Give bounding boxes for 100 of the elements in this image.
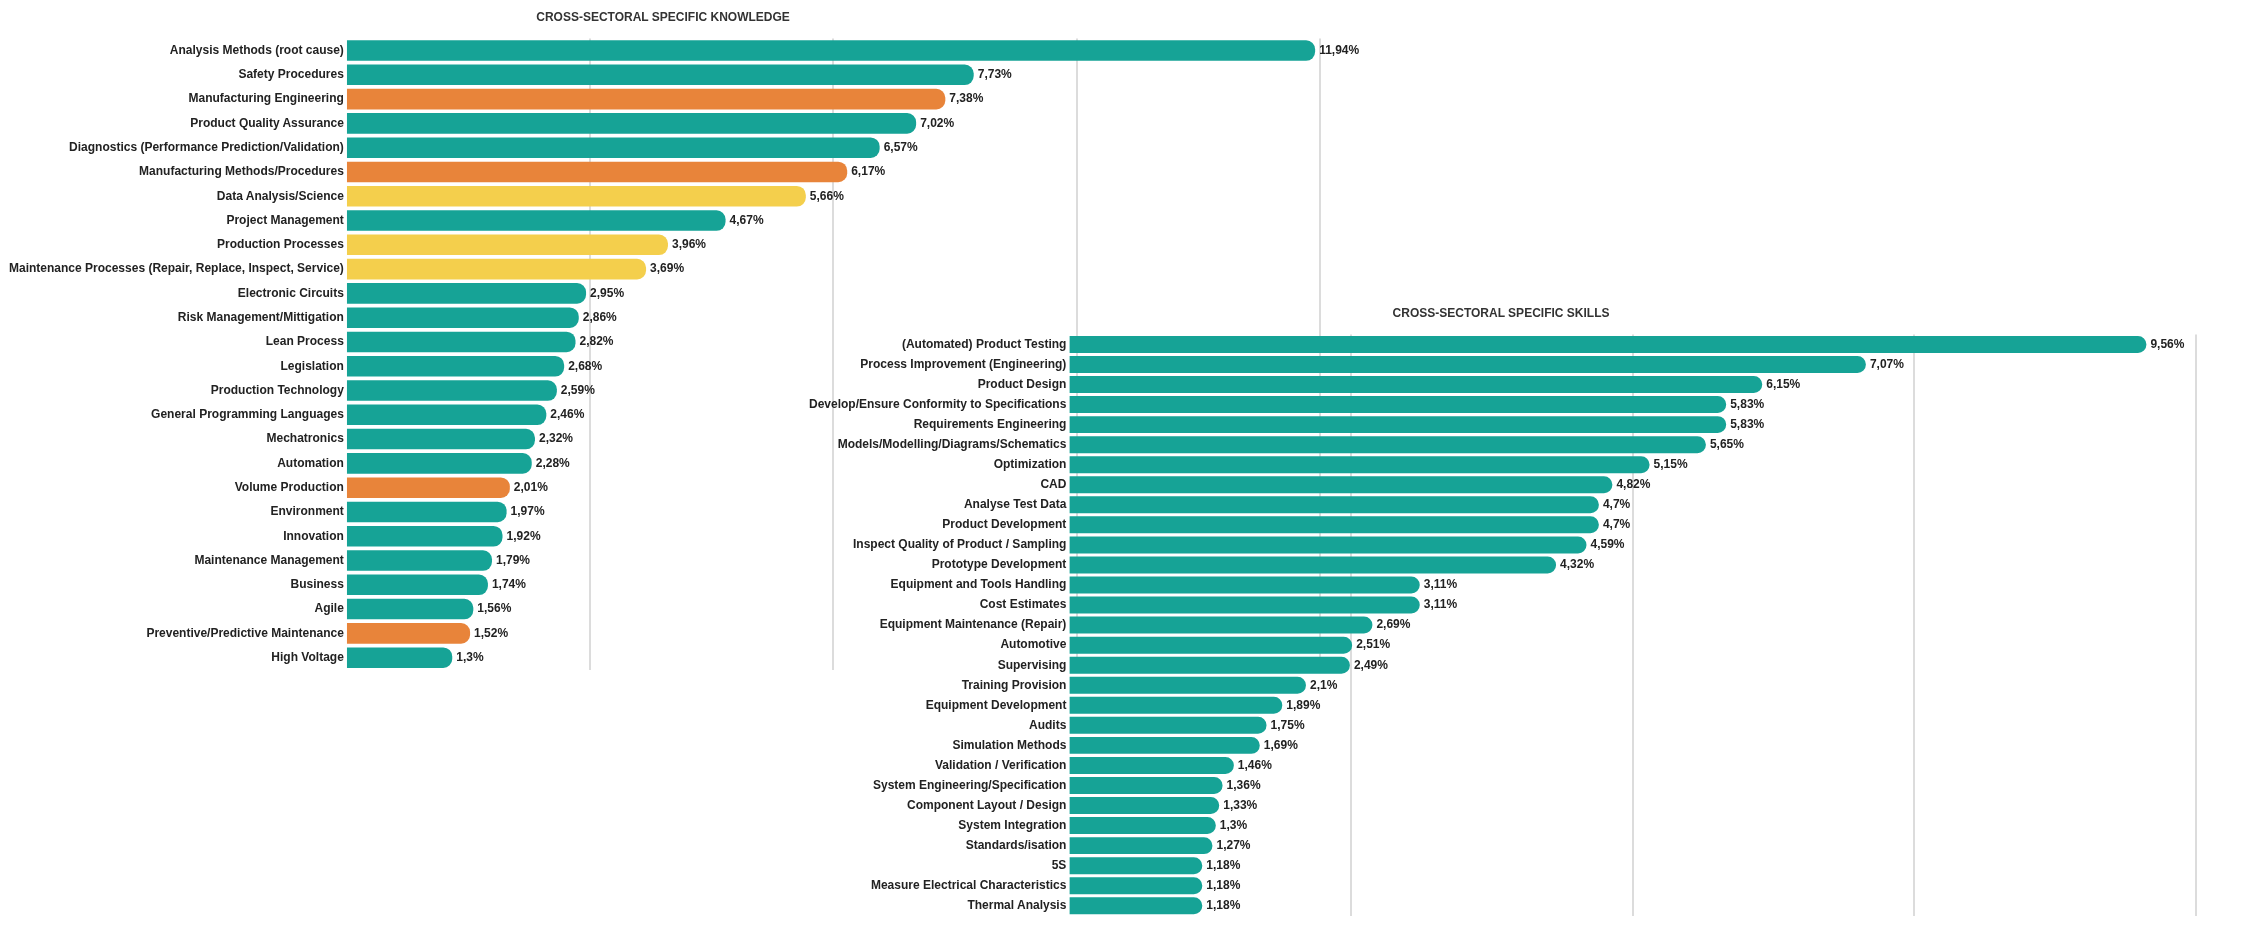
data-label: 1,52% [474, 625, 509, 640]
y-tick-label: Equipment Maintenance (Repair) [879, 617, 1067, 632]
y-tick-label: Manufacturing Methods/Procedures [139, 164, 345, 179]
bar [346, 113, 917, 134]
data-label: 6,15% [1766, 376, 1801, 391]
y-tick-label: Preventive/Predictive Maintenance [146, 625, 345, 640]
bar [346, 355, 565, 377]
data-label: 5,65% [1709, 436, 1745, 451]
data-label: 5,66% [809, 188, 845, 203]
y-tick-label: Lean Process [265, 334, 345, 349]
data-label: 1,79% [495, 552, 531, 567]
data-label: 4,82% [1616, 477, 1651, 492]
bar [1069, 476, 1613, 494]
y-tick-label: Manufacturing Engineering [188, 91, 344, 106]
data-label: 2,28% [535, 455, 571, 470]
data-label: 2,1% [1309, 677, 1338, 692]
data-label: 2,49% [1353, 657, 1389, 672]
chart-title: CROSS-SECTORAL SPECIFIC SKILLS [1392, 305, 1610, 320]
data-label: 1,36% [1226, 777, 1261, 792]
bar [1069, 696, 1283, 714]
bar [1069, 716, 1267, 734]
y-tick-label: Safety Procedures [238, 67, 345, 82]
bar [346, 161, 848, 183]
data-label: 1,3% [456, 649, 484, 664]
data-label: 2,51% [1356, 637, 1391, 652]
y-tick-label: Legislation [280, 358, 344, 373]
y-tick-label: Supervising [997, 657, 1067, 672]
y-tick-label: Automotive [1000, 637, 1067, 652]
y-tick-label: Measure Electrical Characteristics [870, 878, 1067, 893]
data-label: 6,17% [851, 164, 886, 179]
data-label: 7,07% [1869, 356, 1905, 371]
y-tick-label: Environment [270, 504, 344, 519]
bar [1069, 536, 1587, 554]
bar [1069, 556, 1557, 574]
chart-title: CROSS-SECTORAL SPECIFIC KNOWLEDGE [536, 9, 790, 24]
bar [346, 647, 453, 668]
bar [346, 623, 471, 644]
y-tick-label: Analyse Test Data [963, 497, 1067, 512]
data-label: 1,18% [1206, 898, 1241, 913]
y-tick-label: Electronic Circuits [237, 285, 345, 300]
bar [1069, 376, 1763, 394]
data-label: 2,01% [513, 479, 549, 494]
data-label: 1,3% [1219, 817, 1248, 832]
y-tick-label: Training Provision [961, 677, 1067, 692]
bar [1069, 636, 1353, 654]
bar [1069, 797, 1220, 815]
y-tick-label: Product Design [977, 376, 1067, 391]
data-label: 7,38% [949, 91, 984, 106]
data-label: 1,75% [1270, 717, 1305, 732]
y-tick-label: System Integration [958, 817, 1067, 832]
bar [1069, 857, 1203, 875]
y-tick-label: Automation [277, 455, 344, 470]
bar [346, 234, 668, 256]
y-tick-label: Models/Modelling/Diagrams/Schematics [837, 436, 1067, 451]
y-tick-label: Data Analysis/Science [216, 188, 345, 203]
y-tick-label: Simulation Methods [952, 737, 1067, 752]
data-label: 1,56% [477, 601, 512, 616]
y-tick-label: Requirements Engineering [913, 416, 1067, 431]
data-label: 4,7% [1602, 517, 1631, 532]
bar [1069, 335, 2147, 353]
y-tick-label: Product Quality Assurance [190, 115, 345, 130]
bar [1069, 656, 1350, 674]
y-tick-label: Validation / Verification [935, 757, 1067, 772]
bar [346, 453, 532, 474]
bar [346, 307, 579, 328]
data-label: 7,02% [920, 115, 955, 130]
data-label: 5,83% [1730, 396, 1765, 411]
y-tick-label: Equipment and Tools Handling [890, 577, 1067, 592]
data-label: 4,67% [729, 212, 764, 227]
data-label: 2,82% [579, 334, 614, 349]
bar [1069, 897, 1203, 915]
bar [1069, 456, 1650, 474]
y-tick-label: System Engineering/Specification [872, 777, 1067, 792]
data-label: 3,11% [1423, 577, 1458, 592]
data-label: 2,95% [590, 285, 625, 300]
y-tick-label: Maintenance Management [194, 552, 344, 567]
y-tick-label: Product Development [942, 517, 1067, 532]
bar [1069, 355, 1866, 373]
y-tick-label: Analysis Methods (root cause) [169, 42, 344, 57]
data-label: 4,32% [1560, 557, 1595, 572]
data-label: 1,27% [1216, 837, 1251, 852]
data-label: 3,69% [650, 261, 685, 276]
data-label: 2,69% [1376, 617, 1411, 632]
y-tick-label: High Voltage [271, 649, 345, 664]
y-tick-label: Develop/Ensure Conformity to Specifications [808, 396, 1067, 411]
y-tick-label: Production Technology [210, 382, 345, 397]
bar [1069, 756, 1234, 774]
y-tick-label: Mechatronics [266, 431, 345, 446]
y-tick-label: (Automated) Product Testing [901, 336, 1067, 351]
bar [1069, 436, 1706, 454]
y-tick-label: Prototype Development [931, 557, 1067, 572]
bar [346, 550, 492, 571]
data-label: 1,74% [491, 577, 527, 592]
y-tick-label: Cost Estimates [979, 597, 1067, 612]
bar [346, 137, 880, 158]
data-label: 1,18% [1206, 857, 1241, 872]
y-tick-label: Process Improvement (Engineering) [860, 356, 1067, 371]
bar [346, 525, 503, 547]
data-label: 1,33% [1223, 797, 1258, 812]
bar [346, 598, 474, 620]
